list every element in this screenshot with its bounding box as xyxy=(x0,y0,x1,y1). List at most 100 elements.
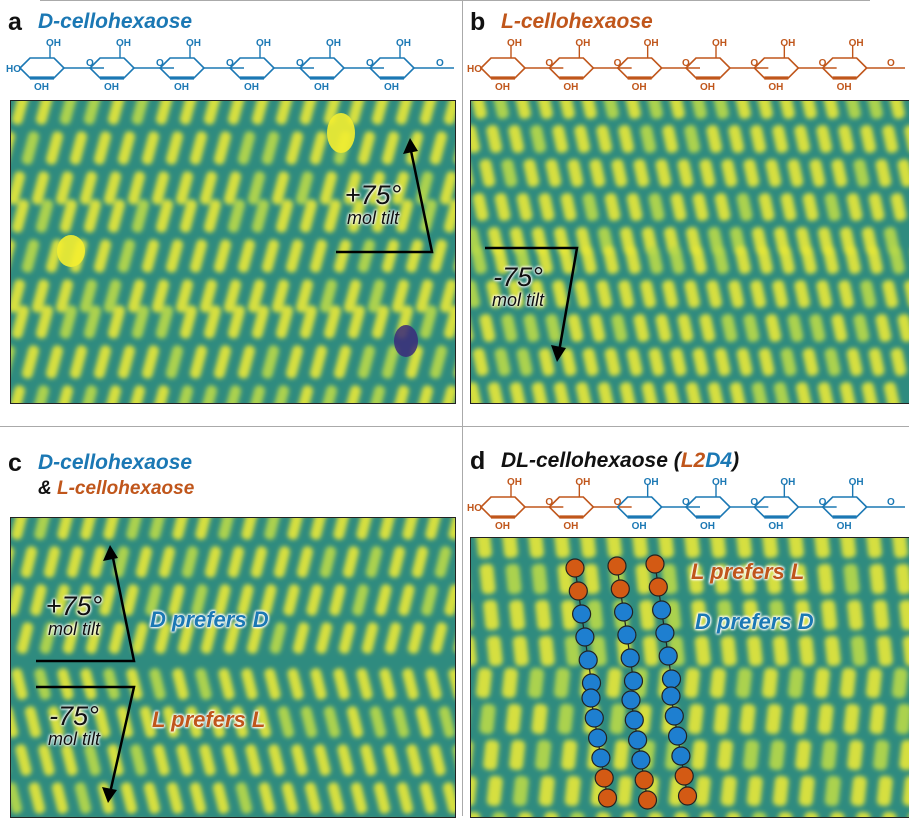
svg-text:OH: OH xyxy=(495,82,510,93)
svg-text:OH: OH xyxy=(644,477,659,488)
svg-text:O: O xyxy=(86,58,94,69)
svg-text:OH: OH xyxy=(116,38,131,49)
svg-text:O: O xyxy=(545,58,553,69)
svg-text:OH: OH xyxy=(34,82,49,93)
bead xyxy=(594,768,614,788)
svg-text:OH: OH xyxy=(849,38,864,49)
svg-text:OH: OH xyxy=(768,82,783,93)
bead xyxy=(623,671,644,691)
bead xyxy=(587,728,608,748)
svg-text:OH: OH xyxy=(244,82,259,93)
panel-label-c: c xyxy=(8,449,22,477)
chemical-structure-a: O OH OH O OH OH O OH OH O OH OH O OH OH O OH OH HO xyxy=(6,38,454,93)
bead xyxy=(664,706,684,726)
svg-text:O: O xyxy=(750,58,758,69)
bead xyxy=(568,581,588,601)
svg-text:O: O xyxy=(750,497,758,508)
pref-label-d-l: L prefers L xyxy=(691,559,805,584)
bead xyxy=(667,726,688,746)
svg-text:OH: OH xyxy=(495,521,510,532)
panel-title-c-line1: D-cellohexaose xyxy=(38,451,193,474)
panel-b: b L-cellohexaose O OH OH O OH OH O OH OH O OH OH O OH… xyxy=(463,0,909,426)
bead xyxy=(677,786,698,806)
svg-text:OH: OH xyxy=(575,477,590,488)
panel-c: c D-cellohexaose & L-cellohexaose +75° m… xyxy=(0,427,462,818)
bead xyxy=(610,579,630,599)
svg-text:OH: OH xyxy=(712,477,727,488)
panel-label-a: a xyxy=(8,8,22,36)
bead xyxy=(651,600,672,620)
title-d-d4: D4 xyxy=(705,449,733,472)
svg-text:O: O xyxy=(296,58,304,69)
panel-title-a: D-cellohexaose xyxy=(38,10,193,33)
stm-image-c xyxy=(10,517,456,818)
bead xyxy=(631,750,651,770)
tilt-sub-c-up: mol tilt xyxy=(47,619,100,639)
bead xyxy=(575,627,595,647)
top-rule xyxy=(40,0,870,1)
svg-text:O: O xyxy=(436,58,444,69)
tilt-label-c-down: -75° mol tilt xyxy=(34,701,114,749)
svg-text:OH: OH xyxy=(563,82,578,93)
svg-text:O: O xyxy=(887,497,895,508)
tilt-label-a: +75° mol tilt xyxy=(336,180,410,228)
svg-text:OH: OH xyxy=(507,38,522,49)
bead xyxy=(661,686,681,706)
tilt-sub-b: mol tilt xyxy=(491,290,544,310)
bead xyxy=(578,650,598,670)
bead xyxy=(572,604,592,624)
svg-text:OH: OH xyxy=(644,38,659,49)
svg-text:HO: HO xyxy=(6,64,21,75)
svg-text:OH: OH xyxy=(632,521,647,532)
tilt-sub-c-down: mol tilt xyxy=(47,729,100,749)
tilt-degree-a: +75° xyxy=(344,180,402,210)
panel-title-b: L-cellohexaose xyxy=(501,10,653,33)
bead xyxy=(671,746,691,766)
panel-label-b: b xyxy=(470,8,486,36)
svg-text:O: O xyxy=(614,497,622,508)
svg-text:O: O xyxy=(682,58,690,69)
bead xyxy=(674,766,694,786)
tilt-arrow-a xyxy=(336,138,434,254)
svg-text:O: O xyxy=(682,497,690,508)
panel-title-c-line2: & L-cellohexaose xyxy=(38,478,194,500)
pref-label-d-d: D prefers D xyxy=(695,609,814,634)
bead xyxy=(624,710,644,730)
bead xyxy=(591,748,611,768)
svg-text:O: O xyxy=(887,58,895,69)
svg-text:O: O xyxy=(366,58,374,69)
svg-text:O: O xyxy=(819,497,827,508)
bead xyxy=(634,770,654,790)
bead xyxy=(621,690,641,710)
svg-text:OH: OH xyxy=(837,82,852,93)
bead-models-d xyxy=(565,554,698,810)
stm-image-a xyxy=(10,100,456,404)
svg-text:HO: HO xyxy=(467,64,482,75)
ampersand: & xyxy=(38,478,57,499)
svg-text:OH: OH xyxy=(174,82,189,93)
tilt-degree-b: -75° xyxy=(493,262,543,292)
svg-text:OH: OH xyxy=(507,477,522,488)
svg-text:OH: OH xyxy=(396,38,411,49)
bead xyxy=(597,788,618,808)
svg-text:OH: OH xyxy=(326,38,341,49)
bead xyxy=(613,602,634,622)
svg-text:OH: OH xyxy=(563,521,578,532)
svg-text:O: O xyxy=(156,58,164,69)
bead xyxy=(627,730,648,750)
svg-text:O: O xyxy=(819,58,827,69)
horizontal-divider xyxy=(0,426,909,427)
svg-text:OH: OH xyxy=(768,521,783,532)
tilt-degree-c-up: +75° xyxy=(45,591,103,621)
tilt-degree-c-down: -75° xyxy=(49,701,99,731)
title-d-pre: DL-cellohexaose ( xyxy=(501,449,681,472)
svg-text:OH: OH xyxy=(256,38,271,49)
tilt-label-b: -75° mol tilt xyxy=(483,262,553,310)
bead xyxy=(581,688,601,708)
tilt-arrow-b xyxy=(485,246,579,362)
chemical-structure-b: O OH OH O OH OH O OH OH O OH OH O OH OH O OH OH HO xyxy=(467,38,905,93)
bead xyxy=(617,625,637,645)
tilt-sub-a: mol tilt xyxy=(346,208,399,228)
svg-text:OH: OH xyxy=(46,38,61,49)
svg-text:OH: OH xyxy=(384,82,399,93)
